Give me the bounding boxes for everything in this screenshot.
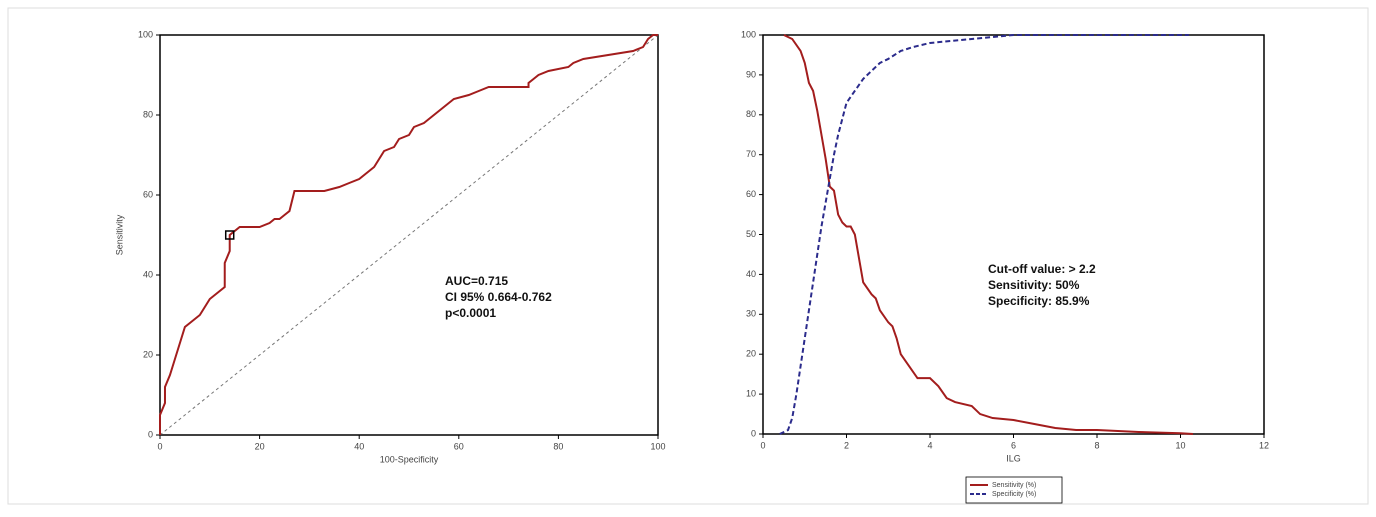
series-line	[159, 34, 658, 435]
y-tick-label: 0	[751, 428, 756, 438]
x-tick-label: 100	[650, 441, 665, 451]
reference-line	[159, 34, 659, 436]
plot-frame	[159, 34, 659, 436]
legend-label: Sensitivity (%)	[992, 482, 1036, 489]
y-tick-label: 60	[746, 189, 756, 199]
series-line	[783, 34, 1194, 435]
y-tick-label: 30	[746, 309, 756, 319]
x-tick-label: 0	[157, 441, 162, 451]
annotation: Sensitivity: 50%	[988, 278, 1080, 292]
y-tick-label: 60	[143, 189, 153, 199]
x-tick-label: 4	[927, 440, 932, 450]
y-tick-label: 90	[746, 69, 756, 79]
annotation: AUC=0.715	[445, 274, 508, 288]
series-line	[779, 34, 1189, 435]
frame	[7, 7, 1369, 505]
y-tick-label: 20	[746, 349, 756, 359]
x-tick-label: 6	[1011, 440, 1016, 450]
annotation: Cut-off value: > 2.2	[988, 262, 1096, 276]
x-tick-label: 2	[844, 440, 849, 450]
x-tick-label: 12	[1259, 440, 1269, 450]
x-axis-label: ILG	[1006, 453, 1021, 463]
y-tick-label: 50	[746, 229, 756, 239]
x-tick-label: 20	[255, 441, 265, 451]
y-tick-label: 80	[143, 109, 153, 119]
x-tick-label: 0	[760, 440, 765, 450]
annotation: p<0.0001	[445, 306, 496, 320]
annotation: CI 95% 0.664-0.762	[445, 290, 552, 304]
y-tick-label: 20	[143, 349, 153, 359]
plot-frame	[762, 34, 1265, 435]
y-tick-label: 0	[148, 429, 153, 439]
y-tick-label: 70	[746, 149, 756, 159]
y-tick-label: 40	[143, 269, 153, 279]
annotation: Specificity: 85.9%	[988, 294, 1090, 308]
cutoff-marker	[224, 230, 235, 240]
x-tick-label: 60	[454, 441, 464, 451]
legend-box	[965, 476, 1063, 504]
x-tick-label: 80	[553, 441, 563, 451]
y-tick-label: 10	[746, 388, 756, 398]
y-tick-label: 100	[138, 29, 153, 39]
x-tick-label: 10	[1175, 440, 1185, 450]
x-tick-label: 40	[354, 441, 364, 451]
x-tick-label: 8	[1094, 440, 1099, 450]
y-axis-label: Sensitivity	[114, 214, 124, 255]
y-tick-label: 80	[746, 109, 756, 119]
legend-label: Specificity (%)	[992, 491, 1036, 498]
x-axis-label: 100-Specificity	[380, 454, 439, 464]
y-tick-label: 100	[741, 29, 756, 39]
y-tick-label: 40	[746, 269, 756, 279]
